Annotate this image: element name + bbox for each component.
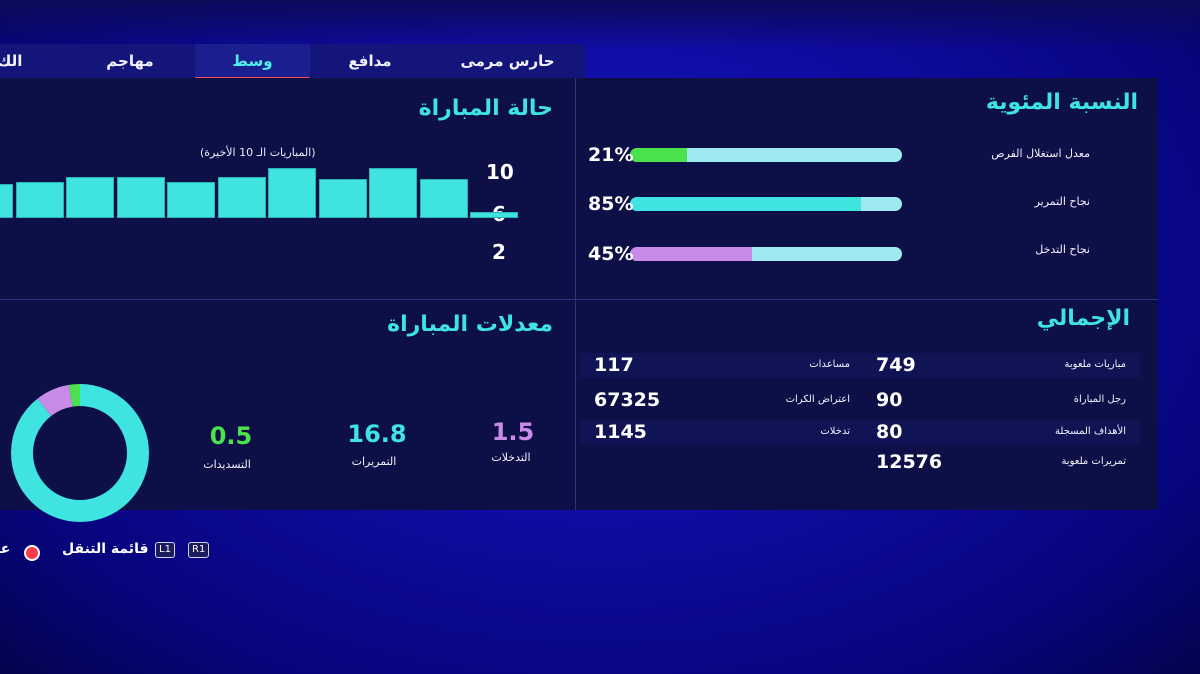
avg-passes-value: 16.8 <box>347 420 407 448</box>
match-state-bar <box>268 167 316 218</box>
avg-tackles-label: التدخلات <box>491 451 531 464</box>
totals-title: الإجمالي <box>1036 306 1130 331</box>
top-shadow <box>0 0 1200 50</box>
total-value: 1145 <box>594 421 647 443</box>
percent-value-tackle-success: 45% <box>588 243 634 265</box>
match-state-bar <box>167 182 215 218</box>
y-tick-label: 10 <box>486 160 514 184</box>
tab-goalkeeper[interactable]: حارس مرمى <box>460 52 555 70</box>
total-label: مساعدات <box>809 359 850 370</box>
tab-forward[interactable]: مهاجم <box>106 52 154 70</box>
percent-bar-fill <box>630 148 688 162</box>
total-value: 12576 <box>876 451 943 473</box>
total-value: 80 <box>876 421 903 443</box>
match-state-subtitle: (المباريات الـ 10 الأخيرة) <box>200 146 316 159</box>
percent-bar-pass-success <box>630 197 902 211</box>
avg-passes-label: التمريرات <box>351 455 397 468</box>
match-state-bar <box>369 167 417 218</box>
position-tabs: الك مهاجم وسط مدافع حارس مرمى <box>0 44 585 80</box>
total-value: 67325 <box>594 389 661 411</box>
tab-partial[interactable]: الك <box>0 52 23 70</box>
donut-segment <box>11 384 149 522</box>
l1-button-hint[interactable]: L1 <box>155 542 175 558</box>
total-label: الأهداف المسجلة <box>1055 426 1126 437</box>
stats-panel: النسبة المئوية معدل استغلال الفرص 21% نج… <box>0 78 1158 522</box>
match-averages-title: معدلات المباراة <box>387 312 553 337</box>
total-label: رجل المباراة <box>1073 394 1126 405</box>
avg-tackles-value: 1.5 <box>491 418 535 446</box>
totals-row: 117 مساعدات 749 مباريات ملعوبة <box>580 353 1140 378</box>
match-averages-donut-chart <box>11 384 149 522</box>
percent-label-pass-success: نجاح التمرير <box>1034 195 1090 208</box>
circle-button-icon[interactable] <box>24 545 40 561</box>
navigation-menu-label[interactable]: قائمة التنقل <box>62 541 149 557</box>
match-state-bar <box>116 177 165 218</box>
footer-controls: R1 L1 قائمة التنقل عو <box>0 538 400 568</box>
totals-row: 67325 اعتراض الكرات 90 رجل المباراة <box>580 388 1140 413</box>
percent-bar-tackle-success <box>630 247 902 261</box>
back-label[interactable]: عو <box>0 541 11 557</box>
total-value: 749 <box>876 354 916 376</box>
avg-shots-value: 0.5 <box>209 422 253 450</box>
donut-segment <box>11 384 149 522</box>
total-value: 117 <box>594 354 634 376</box>
percent-bar-chance-conversion <box>630 148 902 162</box>
match-state-bar <box>470 212 518 218</box>
total-label: اعتراض الكرات <box>785 394 850 405</box>
percent-label-chance-conversion: معدل استغلال الفرص <box>991 147 1090 160</box>
percent-value-pass-success: 85% <box>588 193 634 215</box>
total-value: 90 <box>876 389 903 411</box>
totals-row: 1145 تدخلات 80 الأهداف المسجلة <box>580 420 1140 445</box>
match-state-title: حالة المباراة <box>418 96 553 121</box>
total-label: تمريرات ملعوبة <box>1061 456 1126 467</box>
match-state-bar <box>318 178 367 218</box>
avg-shots-label: التسديدات <box>203 458 251 471</box>
match-state-bar <box>0 183 13 218</box>
tab-midfielder[interactable]: وسط <box>195 44 310 80</box>
match-state-bar <box>15 182 64 218</box>
panel-divider-horizontal <box>0 299 1158 300</box>
match-state-bar-chart <box>0 167 518 218</box>
total-label: تدخلات <box>820 426 850 437</box>
percent-value-chance-conversion: 21% <box>588 144 634 166</box>
tab-defender[interactable]: مدافع <box>348 52 392 70</box>
y-tick-label: 2 <box>492 240 506 264</box>
r1-button-hint[interactable]: R1 <box>188 542 210 558</box>
percentages-title: النسبة المئوية <box>985 90 1138 115</box>
match-state-bar <box>66 177 114 218</box>
percent-bar-fill <box>630 197 862 211</box>
match-state-bar <box>419 178 468 218</box>
match-state-bar <box>217 177 266 218</box>
totals-row: 12576 تمريرات ملعوبة <box>580 450 1140 475</box>
percent-bar-fill <box>630 247 753 261</box>
panel-divider-vertical <box>575 78 576 510</box>
total-label: مباريات ملعوبة <box>1064 359 1126 370</box>
percent-label-tackle-success: نجاح التدخل <box>1035 243 1090 256</box>
